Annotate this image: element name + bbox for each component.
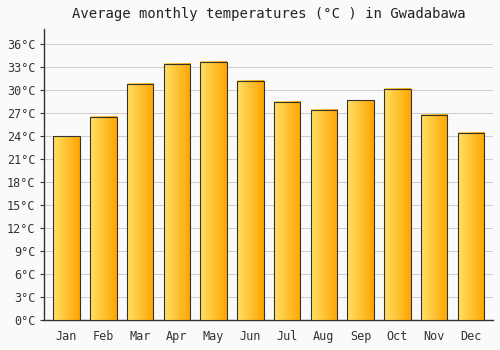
Bar — [127, 84, 154, 320]
Bar — [421, 115, 448, 320]
Bar — [458, 133, 484, 320]
Bar — [348, 100, 374, 320]
Bar — [310, 110, 337, 320]
Bar — [200, 62, 227, 320]
Bar — [54, 136, 80, 320]
Bar — [274, 102, 300, 320]
Title: Average monthly temperatures (°C ) in Gwadabawa: Average monthly temperatures (°C ) in Gw… — [72, 7, 466, 21]
Bar — [237, 81, 264, 320]
Bar — [164, 64, 190, 320]
Bar — [90, 117, 117, 320]
Bar — [384, 89, 410, 320]
